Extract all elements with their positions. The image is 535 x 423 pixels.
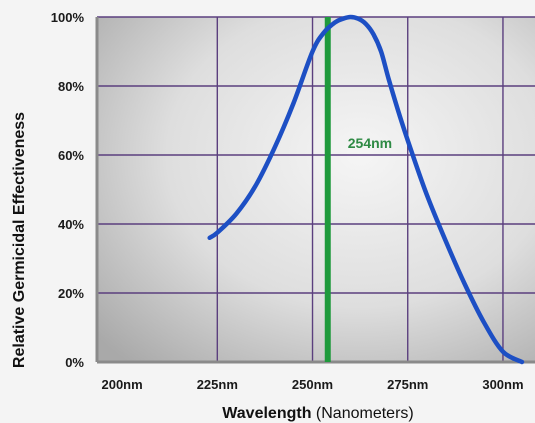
x-tick-label-250: 250nm: [292, 377, 333, 392]
y-tick-label-0: 0%: [65, 355, 84, 370]
y-axis-title: Relative Germicidal Effectiveness: [11, 112, 28, 368]
y-tick-label-80: 80%: [58, 79, 84, 94]
chart-marks: [207, 14, 525, 365]
y-tick-label-60: 60%: [58, 148, 84, 163]
x-tick-label-200: 200nm: [101, 377, 142, 392]
series-line-germicidal-curve: [207, 14, 525, 365]
axes: [95, 17, 535, 364]
x-axis-title-main: Wavelength: [222, 405, 311, 422]
chart-labels: 0% 20% 40% 60% 80% 100% 200nm 225nm 250nm 275nm 30…: [11, 10, 524, 422]
y-tick-label-20: 20%: [58, 286, 84, 301]
annotation-label-254nm: 254nm: [348, 135, 392, 151]
grid: [97, 16, 535, 362]
x-axis-title: Wavelength (Nanometers): [222, 405, 413, 422]
x-tick-label-275: 275nm: [387, 377, 428, 392]
y-tick-label-40: 40%: [58, 217, 84, 232]
x-tick-label-225: 225nm: [197, 377, 238, 392]
plot-area: [97, 17, 535, 362]
x-tick-label-300: 300nm: [482, 377, 523, 392]
y-tick-label-100: 100%: [51, 10, 85, 25]
x-axis-title-units: (Nanometers): [316, 405, 414, 422]
